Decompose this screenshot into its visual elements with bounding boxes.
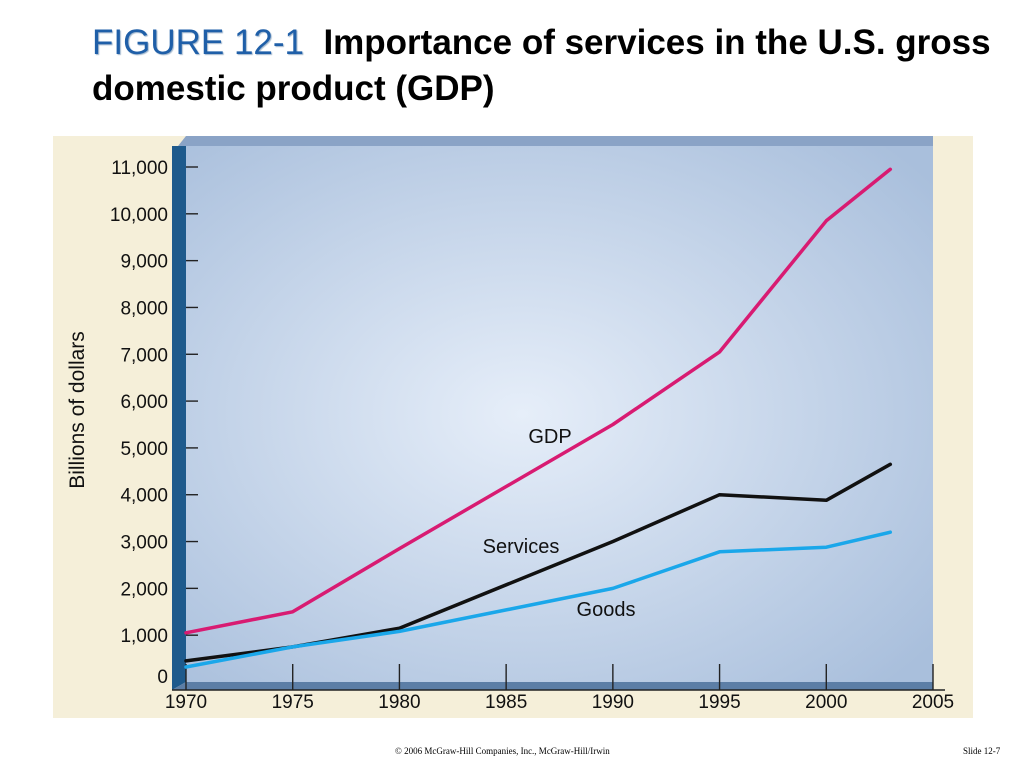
y-tick-label: 8,000	[120, 298, 168, 319]
x-tick-label: 1970	[165, 692, 207, 713]
series-line-gdp	[184, 167, 893, 635]
y-tick-label: 2,000	[120, 579, 168, 600]
y-tick-label: 0	[157, 667, 168, 688]
series-label-gdp: GDP	[528, 426, 571, 448]
plot-area	[186, 146, 933, 682]
y-tick-label: 1,000	[120, 626, 168, 647]
figure-title: Importance of services in the U.S. gross…	[92, 23, 991, 108]
series-label-goods: Goods	[577, 599, 636, 621]
copyright-text: © 2006 McGraw-Hill Companies, Inc., McGr…	[395, 746, 610, 756]
y-tick-label: 7,000	[120, 345, 168, 366]
y-tick-label: 5,000	[120, 439, 168, 460]
y-tick-label: 10,000	[110, 205, 168, 226]
plot-top-bevel	[178, 136, 933, 146]
y-tick-label: 4,000	[120, 486, 168, 507]
series-line-goods	[184, 530, 893, 669]
y-tick-label: 3,000	[120, 533, 168, 554]
x-tick-label: 1985	[485, 692, 527, 713]
y-axis-label: Billions of dollars	[66, 331, 89, 489]
x-tick-label: 1995	[698, 692, 740, 713]
series-label-services: Services	[483, 536, 560, 558]
y-tick-label: 6,000	[120, 392, 168, 413]
x-tick-label: 2000	[805, 692, 847, 713]
x-axis-floor	[172, 682, 933, 690]
x-tick-label: 1980	[378, 692, 420, 713]
x-tick-label: 1990	[592, 692, 634, 713]
slide-number: Slide 12-7	[963, 746, 1001, 756]
y-tick-label: 9,000	[120, 252, 168, 273]
y-tick-label: 11,000	[111, 158, 168, 179]
x-tick-label: 2005	[912, 692, 954, 713]
slide-title: FIGURE 12-1 Importance of services in th…	[92, 20, 992, 112]
figure-label: FIGURE 12-1	[92, 23, 304, 62]
y-axis-wall	[172, 146, 186, 690]
x-tick-label: 1975	[272, 692, 314, 713]
